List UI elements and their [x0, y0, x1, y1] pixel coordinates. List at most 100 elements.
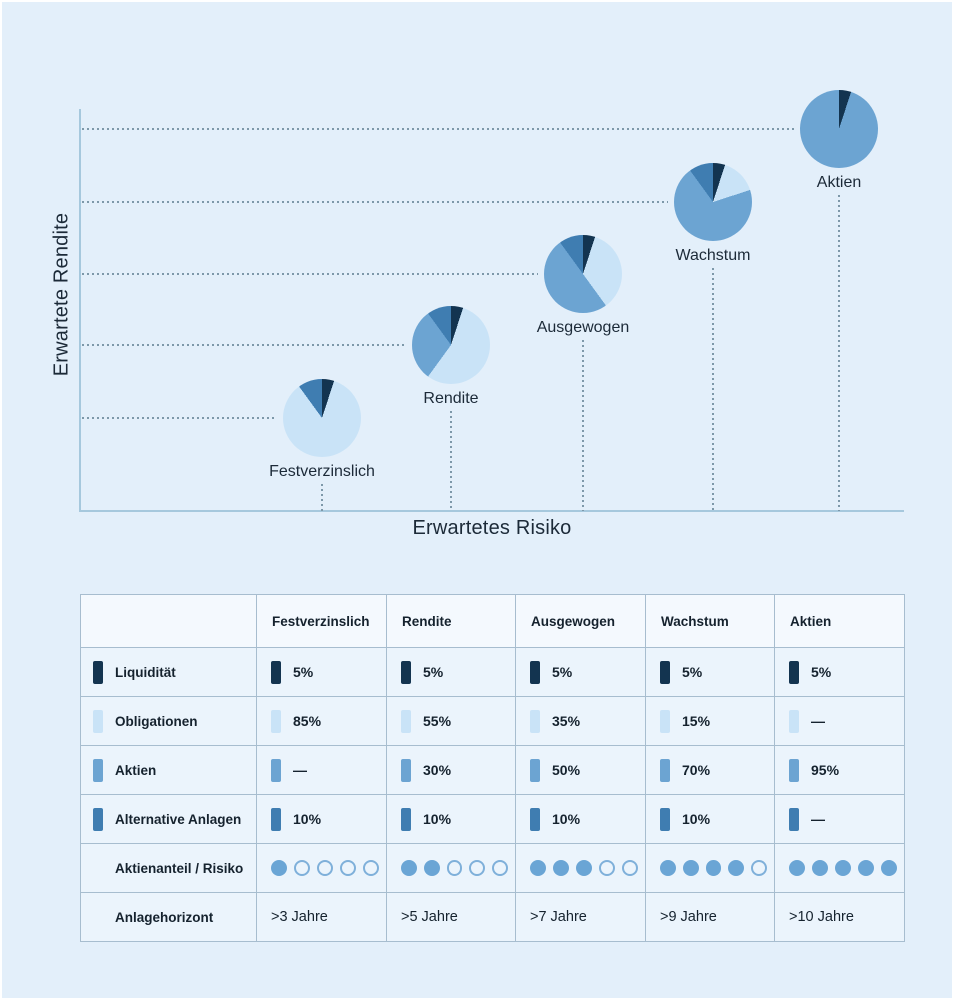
cell-aktien-4: 95% — [774, 745, 905, 795]
risk-dot-filled — [423, 860, 440, 876]
value-swatch-obligationen — [789, 709, 799, 733]
value-swatch-aktien — [271, 758, 281, 782]
cell-alternative-anlagen-0: 10% — [256, 794, 387, 844]
y-axis-line — [79, 109, 81, 512]
cell-alternative-anlagen-3: 10% — [645, 794, 775, 844]
guide-line-vertical-rendite — [450, 411, 452, 511]
allocation-value: 5% — [682, 664, 703, 680]
guide-line-horizontal-wachstum — [82, 201, 668, 203]
value-swatch-aktien — [530, 758, 540, 782]
guide-line-vertical-aktien — [838, 195, 840, 511]
risk-dot-filled — [576, 860, 592, 876]
row-label-aktienanteil-risiko: Aktienanteil / Risiko — [115, 860, 244, 876]
table-corner-cell — [80, 594, 257, 648]
value-swatch-obligationen — [660, 709, 670, 733]
guide-line-vertical-wachstum — [712, 268, 714, 511]
allocation-table: Festverzinslich Rendite Ausgewogen Wachstum… — [80, 594, 905, 942]
cell-anlagehorizont-0: >3 Jahre — [256, 892, 387, 942]
cell-liquiditaet-3: 5% — [645, 647, 775, 697]
cell-alternative-anlagen-2: 10% — [515, 794, 646, 844]
value-swatch-liquiditaet — [530, 660, 540, 684]
risk-dot-empty — [751, 860, 768, 876]
row-label-aktien: Aktien — [115, 762, 157, 778]
horizon-value: >9 Jahre — [660, 909, 717, 925]
row-label-obligationen: Obligationen — [115, 713, 198, 729]
risk-dot-filled — [401, 860, 417, 876]
value-swatch-obligationen — [401, 709, 411, 733]
allocation-value: 10% — [293, 811, 322, 827]
cell-aktienanteil-risiko-0 — [256, 843, 387, 893]
row-label-alternative-anlagen: Alternative Anlagen — [115, 811, 242, 827]
legend-swatch-alternative-anlagen — [93, 807, 103, 831]
table-header-row: Festverzinslich Rendite Ausgewogen Wachstum… — [80, 594, 905, 648]
risk-dot-empty — [469, 860, 486, 876]
risk-dot-filled — [271, 860, 287, 876]
guide-line-vertical-festverzinslich — [321, 484, 323, 511]
cell-aktienanteil-risiko-4 — [774, 843, 905, 893]
guide-line-horizontal-rendite — [82, 344, 406, 346]
cell-obligationen-0: 85% — [256, 696, 387, 746]
value-swatch-aktien — [789, 758, 799, 782]
pie-ausgewogen — [544, 235, 622, 313]
row-label-liquiditaet: Liquidität — [115, 664, 176, 680]
allocation-value: 70% — [682, 762, 711, 778]
table-row-liquiditaet: Liquidität 5% 5% 5% 5% 5% — [80, 647, 905, 697]
table-row-alternative-anlagen: Alternative Anlagen 10% 10% 10% 10% — — [80, 794, 905, 844]
cell-alternative-anlagen-1: 10% — [386, 794, 516, 844]
column-header-ausgewogen: Ausgewogen — [515, 594, 646, 648]
pie-label-festverzinslich: Festverzinslich — [269, 463, 375, 480]
column-header-rendite: Rendite — [386, 594, 516, 648]
cell-aktien-0: — — [256, 745, 387, 795]
value-swatch-liquiditaet — [401, 660, 411, 684]
value-swatch-obligationen — [271, 709, 281, 733]
risk-dot-empty — [492, 860, 509, 876]
pie-rendite — [412, 306, 490, 384]
cell-aktienanteil-risiko-1 — [386, 843, 516, 893]
allocation-value: 5% — [811, 664, 832, 680]
value-swatch-aktien — [401, 758, 411, 782]
allocation-value: 15% — [682, 713, 711, 729]
risk-dot-filled — [728, 860, 745, 876]
legend-swatch-aktien — [93, 758, 103, 782]
allocation-value: 35% — [552, 713, 581, 729]
table-row-anlagehorizont: Anlagehorizont >3 Jahre >5 Jahre >7 Jahre >9… — [80, 892, 905, 942]
horizon-value: >3 Jahre — [271, 909, 328, 925]
cell-obligationen-3: 15% — [645, 696, 775, 746]
allocation-value: 5% — [552, 664, 573, 680]
allocation-value: — — [293, 762, 307, 778]
table-row-aktien: Aktien — 30% 50% 70% 95% — [80, 745, 905, 795]
cell-aktien-2: 50% — [515, 745, 646, 795]
cell-aktienanteil-risiko-2 — [515, 843, 646, 893]
risk-dot-empty — [340, 860, 356, 876]
horizon-value: >10 Jahre — [789, 909, 854, 925]
value-swatch-liquiditaet — [660, 660, 670, 684]
cell-obligationen-2: 35% — [515, 696, 646, 746]
allocation-value: 95% — [811, 762, 840, 778]
cell-aktien-1: 30% — [386, 745, 516, 795]
allocation-value: — — [811, 811, 825, 827]
cell-anlagehorizont-4: >10 Jahre — [774, 892, 905, 942]
cell-anlagehorizont-3: >9 Jahre — [645, 892, 775, 942]
guide-line-horizontal-festverzinslich — [82, 417, 277, 419]
allocation-value: 85% — [293, 713, 322, 729]
risk-dot-empty — [446, 860, 463, 876]
x-axis-title: Erwartetes Risiko — [412, 517, 572, 539]
risk-dot-filled — [553, 860, 569, 876]
value-swatch-alternative-anlagen — [530, 807, 540, 831]
row-label-anlagehorizont: Anlagehorizont — [115, 909, 214, 925]
cell-anlagehorizont-1: >5 Jahre — [386, 892, 516, 942]
guide-line-vertical-ausgewogen — [582, 340, 584, 511]
risk-dot-filled — [682, 860, 699, 876]
risk-dot-filled — [858, 860, 874, 876]
value-swatch-alternative-anlagen — [789, 807, 799, 831]
allocation-value: 55% — [423, 713, 452, 729]
risk-dot-filled — [660, 860, 676, 876]
value-swatch-liquiditaet — [789, 660, 799, 684]
cell-anlagehorizont-2: >7 Jahre — [515, 892, 646, 942]
cell-liquiditaet-2: 5% — [515, 647, 646, 697]
pie-aktien — [800, 90, 878, 168]
risk-dot-filled — [789, 860, 805, 876]
allocation-value: 10% — [423, 811, 452, 827]
